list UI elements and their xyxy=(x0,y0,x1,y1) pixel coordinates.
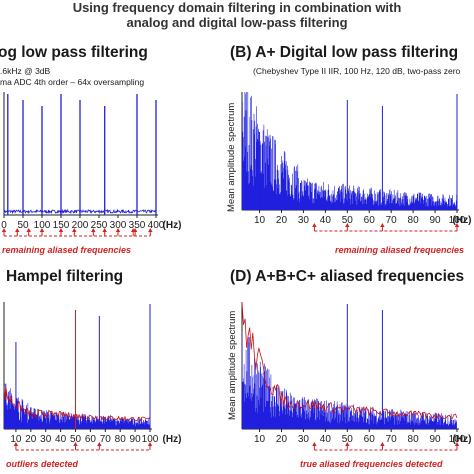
panel-a-marker-arrow xyxy=(1,228,7,232)
panel-b-marker-arrow xyxy=(312,223,317,227)
panel-a-subtitle-1: .6kHz @ 3dB xyxy=(0,66,51,76)
panel-a-marker-arrow xyxy=(72,228,77,232)
panel-c-xlabel: (Hz) xyxy=(163,434,182,445)
panel-c-noise-spectrum xyxy=(3,383,150,429)
panel-c-tick-label: 100 xyxy=(142,434,159,445)
panel-c-marker-arrow xyxy=(73,442,78,446)
panel-d-tick-label: 90 xyxy=(429,434,441,445)
panel-a-marker-arrow xyxy=(39,228,45,232)
panel-d-tick-label: 30 xyxy=(298,434,310,445)
panel-a-chart: 0 50 100 150 200 250 300 350 400(Hz) xyxy=(1,92,182,237)
panel-c-chart: 10 20 30 40 50 60 70 80 90 100 (Hz) xyxy=(3,302,182,451)
panel-d-tick-label: 60 xyxy=(364,434,376,445)
panel-a-tick-label: 300 xyxy=(110,220,127,231)
panel-a-marker-arrow xyxy=(102,228,107,232)
panel-d-tick-label: 100 xyxy=(449,434,466,445)
panel-d-title: (D) A+B+C+ aliased frequencies xyxy=(230,268,465,285)
panel-a-tick-label: 350 xyxy=(129,220,146,231)
panel-d-chart: 10 20 30 40 50 60 70 80 90 100(Hz) xyxy=(241,301,472,451)
panel-c-tick-label: 50 xyxy=(70,434,82,445)
panel-d-tick-label: 50 xyxy=(342,434,354,445)
panel-a-subtitle-2: ma ADC 4th order – 64x oversampling xyxy=(0,77,145,87)
panel-c-marker-arrow xyxy=(13,442,19,446)
panel-c-tick-label: 90 xyxy=(130,434,142,445)
panel-d-marker-arrow xyxy=(345,442,350,446)
panel-b-title: (B) A+ Digital low pass filtering xyxy=(230,44,459,61)
panel-c-marker-arrow xyxy=(97,442,102,446)
panel-a-tick-label: 150 xyxy=(53,220,70,231)
panel-a-title: og low pass filtering xyxy=(0,44,148,61)
panel-d-marker-arrow xyxy=(312,442,317,446)
panel-a-marker-arrow xyxy=(26,228,31,232)
panel-a-tick-label: 200 xyxy=(72,220,89,231)
panel-d-xlabel: (Hz) xyxy=(453,434,472,445)
panel-b-annotation: remaining aliased frequencies xyxy=(335,245,465,255)
panel-d-marker-arrow xyxy=(380,442,385,446)
panel-c-tick-label: 40 xyxy=(55,434,67,445)
panel-d-tick-label: 80 xyxy=(408,434,420,445)
panel-b-chart: 10 20 30 40 50 60 70 80 90 100(Hz) xyxy=(241,92,472,232)
panel-b-tick-label: 10 xyxy=(254,215,266,226)
panel-c-envelope-trace xyxy=(3,386,151,423)
panel-b-noise-spectrum xyxy=(241,92,457,210)
panel-c-tick-label: 80 xyxy=(115,434,127,445)
panel-d-tick-label: 70 xyxy=(386,434,398,445)
panel-b-tick-label: 80 xyxy=(408,215,420,226)
panel-b-xlabel: (Hz) xyxy=(453,215,472,226)
panel-b-tick-label: 50 xyxy=(342,215,354,226)
panel-a-tick-label: 100 xyxy=(34,220,51,231)
panel-b-marker-arrow xyxy=(454,223,460,227)
panel-c-marker-arrow xyxy=(147,442,153,446)
panel-a-marker-arrow xyxy=(132,228,138,232)
panel-d-tick-label: 10 xyxy=(254,434,266,445)
panel-c-tick-label: 70 xyxy=(100,434,112,445)
panel-b-tick-label: 100 xyxy=(449,215,466,226)
panel-d-tick-label: 40 xyxy=(320,434,332,445)
figure-title-line2: analog and digital low-pass filtering xyxy=(126,15,348,30)
panel-c-title: Hampel filtering xyxy=(6,268,124,285)
panel-b-tick-label: 90 xyxy=(429,215,441,226)
panel-c-annotation: outliers detected xyxy=(6,459,79,469)
panel-b-subtitle-1: (Chebyshev Type II IIR, 100 Hz, 120 dB, … xyxy=(253,66,461,76)
panel-b-tick-label: 70 xyxy=(386,215,398,226)
panel-a-annotation: remaining aliased frequencies xyxy=(2,245,132,255)
panel-b-tick-label: 20 xyxy=(276,215,288,226)
panel-d-tick-label: 20 xyxy=(276,434,288,445)
panel-b-marker-arrow xyxy=(345,223,350,227)
panel-a-marker-arrow xyxy=(91,228,96,232)
panel-a-tick-label: 250 xyxy=(91,220,108,231)
panel-d-marker-arrow xyxy=(454,442,460,446)
panel-a-tick-label: 50 xyxy=(17,220,29,231)
panel-a-tick-label: 400 xyxy=(148,220,165,231)
panel-c-tick-label: 60 xyxy=(85,434,97,445)
panel-c-tick-label: 20 xyxy=(25,434,37,445)
panel-b-tick-label: 60 xyxy=(364,215,376,226)
figure-title-line1: Using frequency domain filtering in comb… xyxy=(72,0,402,15)
panel-a-marker-arrow xyxy=(115,228,121,232)
panel-d-envelope-trace xyxy=(241,301,458,420)
panel-a-marker-arrow xyxy=(58,228,64,232)
panel-a-xlabel: (Hz) xyxy=(163,220,182,231)
panel-b-marker-arrow xyxy=(380,223,385,227)
panel-d-annotation: true aliased frequencies detected xyxy=(300,459,443,469)
panel-c-tick-label: 10 xyxy=(10,434,22,445)
panel-d-noise-spectrum xyxy=(241,331,457,429)
panel-c-tick-label: 30 xyxy=(40,434,52,445)
panel-b-tick-label: 30 xyxy=(298,215,310,226)
panel-a-marker-arrow xyxy=(15,228,20,232)
panel-b-tick-label: 40 xyxy=(320,215,332,226)
panel-a-marker-arrow xyxy=(148,228,153,232)
panel-a-tick-label: 0 xyxy=(1,220,7,231)
